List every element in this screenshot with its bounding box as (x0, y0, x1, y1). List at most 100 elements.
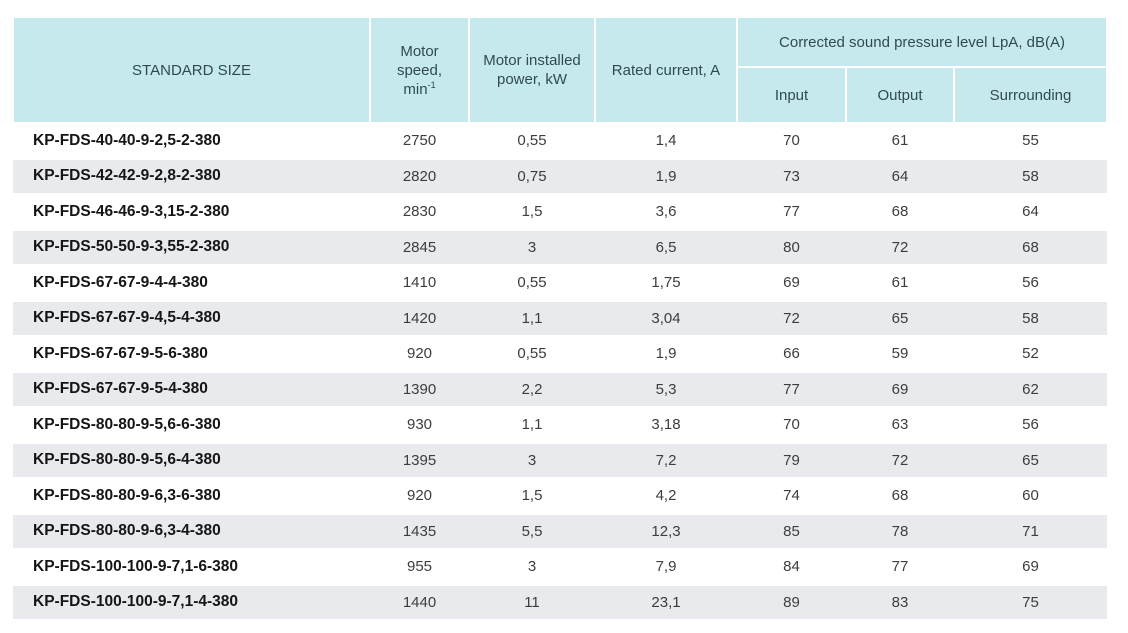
cell-rated-current: 1,4 (595, 122, 737, 159)
table-row: KP-FDS-42-42-9-2,8-2-380 2820 0,75 1,9 73 64 5… (13, 157, 1108, 194)
cell-motor-power: 11 (469, 583, 595, 619)
cell-sound-output: 77 (846, 548, 954, 585)
cell-sound-input: 72 (737, 299, 846, 336)
cell-sound-input: 84 (737, 548, 846, 585)
cell-motor-speed: 1390 (370, 370, 469, 407)
cell-motor-power: 1,1 (469, 299, 595, 336)
cell-sound-input: 73 (737, 157, 846, 194)
cell-rated-current: 7,9 (595, 548, 737, 585)
cell-motor-speed: 1395 (370, 441, 469, 478)
cell-sound-output: 83 (846, 583, 954, 619)
cell-motor-power: 0,75 (469, 157, 595, 194)
cell-motor-power: 3 (469, 548, 595, 585)
cell-sound-surrounding: 52 (954, 335, 1108, 372)
cell-motor-speed: 2820 (370, 157, 469, 194)
cell-motor-speed: 920 (370, 477, 469, 514)
cell-sound-input: 70 (737, 406, 846, 443)
table-row: KP-FDS-40-40-9-2,5-2-380 2750 0,55 1,4 70 61 5… (13, 122, 1108, 159)
cell-motor-power: 0,55 (469, 122, 595, 159)
header-rated-current: Rated current, A (594, 16, 738, 124)
table-row: KP-FDS-80-80-9-6,3-6-380 920 1,5 4,2 74 68 60 (13, 477, 1108, 514)
cell-sound-surrounding: 75 (954, 583, 1108, 619)
cell-standard-size: KP-FDS-80-80-9-5,6-6-380 (13, 406, 370, 443)
table-row: KP-FDS-67-67-9-5-6-380 920 0,55 1,9 66 59 52 (13, 335, 1108, 372)
cell-sound-surrounding: 60 (954, 477, 1108, 514)
cell-rated-current: 7,2 (595, 441, 737, 478)
cell-rated-current: 1,9 (595, 157, 737, 194)
cell-sound-input: 69 (737, 264, 846, 301)
cell-motor-speed: 1440 (370, 583, 469, 619)
table-row: KP-FDS-67-67-9-5-4-380 1390 2,2 5,3 77 69 62 (13, 370, 1108, 407)
cell-motor-power: 1,1 (469, 406, 595, 443)
cell-standard-size: KP-FDS-80-80-9-5,6-4-380 (13, 441, 370, 478)
cell-motor-speed: 1435 (370, 512, 469, 549)
cell-motor-speed: 920 (370, 335, 469, 372)
header-motor-speed-line2: speed, (396, 61, 443, 79)
cell-sound-output: 61 (846, 264, 954, 301)
table-row: KP-FDS-80-80-9-6,3-4-380 1435 5,5 12,3 85 78 7… (13, 512, 1108, 549)
cell-sound-surrounding: 71 (954, 512, 1108, 549)
fan-spec-table: STANDARD SIZE Motor speed, min-1 Motor i… (12, 16, 1109, 619)
cell-sound-surrounding: 69 (954, 548, 1108, 585)
header-motor-speed: Motor speed, min-1 (369, 16, 470, 124)
cell-motor-speed: 2750 (370, 122, 469, 159)
cell-motor-speed: 2845 (370, 228, 469, 265)
header-output: Output (845, 66, 955, 124)
cell-rated-current: 12,3 (595, 512, 737, 549)
cell-motor-power: 1,5 (469, 193, 595, 230)
cell-motor-power: 3 (469, 441, 595, 478)
cell-rated-current: 1,75 (595, 264, 737, 301)
cell-motor-speed: 930 (370, 406, 469, 443)
cell-sound-output: 69 (846, 370, 954, 407)
cell-standard-size: KP-FDS-50-50-9-3,55-2-380 (13, 228, 370, 265)
cell-sound-output: 78 (846, 512, 954, 549)
cell-standard-size: KP-FDS-67-67-9-5-4-380 (13, 370, 370, 407)
cell-sound-input: 74 (737, 477, 846, 514)
table-row: KP-FDS-80-80-9-5,6-6-380 930 1,1 3,18 70 63 56 (13, 406, 1108, 443)
cell-sound-output: 64 (846, 157, 954, 194)
cell-sound-output: 68 (846, 193, 954, 230)
cell-sound-output: 72 (846, 441, 954, 478)
cell-standard-size: KP-FDS-40-40-9-2,5-2-380 (13, 122, 370, 159)
cell-sound-input: 77 (737, 193, 846, 230)
cell-sound-output: 59 (846, 335, 954, 372)
header-motor-speed-line1: Motor (400, 42, 439, 60)
cell-motor-power: 0,55 (469, 264, 595, 301)
cell-sound-output: 65 (846, 299, 954, 336)
cell-rated-current: 3,18 (595, 406, 737, 443)
cell-sound-surrounding: 62 (954, 370, 1108, 407)
cell-rated-current: 6,5 (595, 228, 737, 265)
cell-sound-input: 70 (737, 122, 846, 159)
cell-rated-current: 1,9 (595, 335, 737, 372)
cell-motor-power: 3 (469, 228, 595, 265)
cell-motor-power: 2,2 (469, 370, 595, 407)
cell-sound-input: 77 (737, 370, 846, 407)
cell-standard-size: KP-FDS-46-46-9-3,15-2-380 (13, 193, 370, 230)
cell-motor-speed: 2830 (370, 193, 469, 230)
cell-sound-output: 72 (846, 228, 954, 265)
table-row: KP-FDS-50-50-9-3,55-2-380 2845 3 6,5 80 72 68 (13, 228, 1108, 265)
cell-motor-speed: 1420 (370, 299, 469, 336)
cell-sound-surrounding: 68 (954, 228, 1108, 265)
cell-sound-surrounding: 56 (954, 406, 1108, 443)
cell-motor-power: 5,5 (469, 512, 595, 549)
cell-sound-output: 68 (846, 477, 954, 514)
cell-motor-speed: 1410 (370, 264, 469, 301)
table-row: KP-FDS-100-100-9-7,1-4-380 1440 11 23,1 89 83… (13, 583, 1108, 619)
cell-standard-size: KP-FDS-42-42-9-2,8-2-380 (13, 157, 370, 194)
table-row: KP-FDS-100-100-9-7,1-6-380 955 3 7,9 84 77 69 (13, 548, 1108, 585)
table-row: KP-FDS-46-46-9-3,15-2-380 2830 1,5 3,6 77 68 6… (13, 193, 1108, 230)
header-surrounding: Surrounding (952, 66, 1109, 124)
cell-sound-surrounding: 58 (954, 299, 1108, 336)
header-standard-size: STANDARD SIZE (12, 16, 371, 124)
cell-rated-current: 3,04 (595, 299, 737, 336)
header-motor-speed-unit: min (403, 80, 428, 98)
header-motor-power: Motor installed power, kW (468, 16, 596, 124)
cell-sound-output: 63 (846, 406, 954, 443)
cell-sound-output: 61 (846, 122, 954, 159)
cell-standard-size: KP-FDS-80-80-9-6,3-4-380 (13, 512, 370, 549)
cell-motor-speed: 955 (370, 548, 469, 585)
cell-rated-current: 23,1 (595, 583, 737, 619)
spec-table-container: STANDARD SIZE Motor speed, min-1 Motor i… (12, 16, 1109, 619)
header-sound-group: Corrected sound pressure level LpA, dB(A… (735, 16, 1109, 68)
